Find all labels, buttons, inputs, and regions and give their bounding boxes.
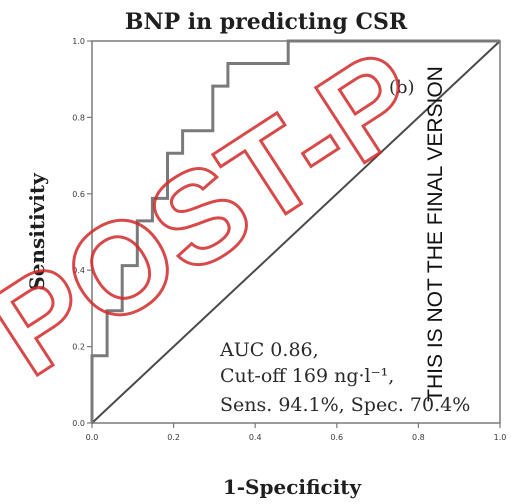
x-tick-label: 0.0 xyxy=(86,433,99,442)
annotation-cutoff: Cut-off 169 ng·l⁻¹, xyxy=(220,365,394,387)
annotation-auc: AUC 0.86, xyxy=(219,339,319,361)
y-tick-label: 0.8 xyxy=(72,113,85,122)
x-tick-label: 0.4 xyxy=(249,433,262,442)
reference-diagonal-line xyxy=(91,40,501,424)
y-tick-label: 0.2 xyxy=(72,343,85,352)
x-tick-label: 1.0 xyxy=(494,433,507,442)
y-tick-label: 0.4 xyxy=(72,266,85,275)
y-tick-label: 0.6 xyxy=(72,190,85,199)
y-tick-label: 0.0 xyxy=(72,419,85,428)
x-tick-label: 0.2 xyxy=(167,433,180,442)
draft-notice-text: THIS IS NOT THE FINAL VERSION xyxy=(424,66,447,402)
chart-title: BNP in predicting CSR xyxy=(125,9,408,35)
annotation-sens-spec: Sens. 94.1%, Spec. 70.4% xyxy=(220,394,470,416)
roc-curve-line xyxy=(90,39,500,423)
y-tick-label: 1.0 xyxy=(72,37,85,46)
panel-label: (b) xyxy=(389,77,415,98)
x-axis-label: 1-Specificity xyxy=(223,475,363,499)
x-axis-ticks: 0.0 0.2 0.4 0.6 0.8 1.0 xyxy=(86,423,507,442)
x-tick-label: 0.8 xyxy=(412,433,425,442)
y-axis-label: Sensitivity xyxy=(25,172,49,291)
x-tick-label: 0.6 xyxy=(330,433,343,442)
